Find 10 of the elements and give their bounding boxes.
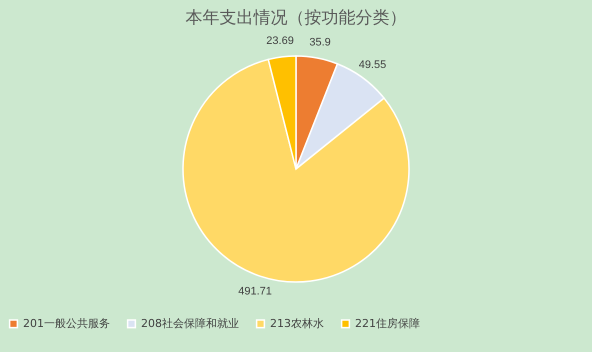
legend-label: 213农林水 xyxy=(270,316,324,330)
chart-title: 本年支出情况（按功能分类） xyxy=(186,8,406,28)
data-label: 491.71 xyxy=(238,285,272,298)
data-label: 35.9 xyxy=(309,36,331,48)
legend-label: 201一般公共服务 xyxy=(23,316,110,330)
data-label: 49.55 xyxy=(358,59,386,72)
legend-label: 221住房保障 xyxy=(355,316,420,330)
pie-slice xyxy=(182,58,410,283)
legend-label: 208社会保障和就业 xyxy=(141,316,239,330)
data-label: 23.69 xyxy=(266,34,294,47)
